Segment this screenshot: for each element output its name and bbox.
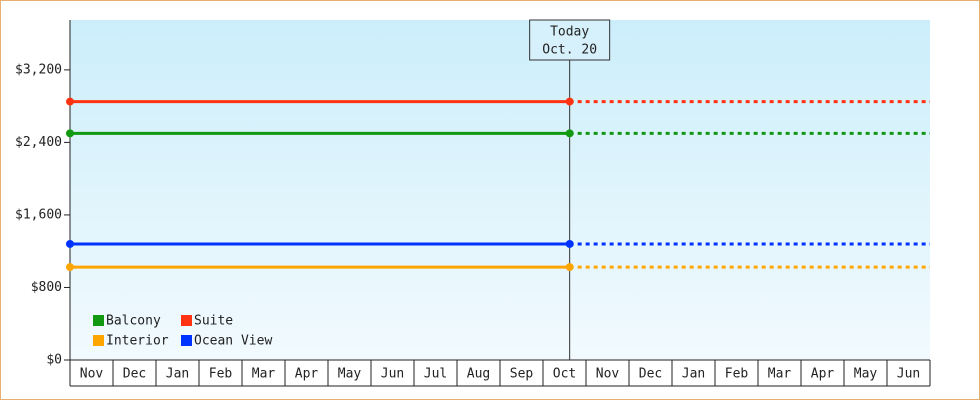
series-point: [66, 263, 74, 272]
x-tick-label: Aug: [467, 367, 490, 382]
y-tick-label: $800: [31, 280, 62, 295]
x-tick-label: Oct: [553, 367, 576, 382]
plot-area: [70, 20, 930, 360]
x-tick-label: Mar: [768, 367, 792, 382]
y-tick-label: $2,400: [15, 135, 62, 150]
series-point: [565, 97, 574, 106]
legend-swatch: [181, 335, 192, 346]
x-tick-label: Mar: [252, 367, 276, 382]
series-point: [565, 129, 574, 138]
x-tick-label: Jan: [682, 367, 705, 382]
x-tick-label: May: [854, 367, 878, 382]
legend-swatch: [181, 315, 192, 326]
today-title: Today: [550, 25, 589, 40]
x-tick-label: Apr: [811, 367, 835, 382]
legend-label: Suite: [194, 314, 233, 329]
legend-label: Ocean View: [194, 334, 272, 349]
today-box: [529, 19, 611, 61]
y-tick-label: $0: [46, 353, 62, 368]
x-tick-label: May: [338, 367, 362, 382]
series-point: [565, 239, 574, 248]
series-point: [66, 129, 74, 138]
x-tick-label: Jun: [897, 367, 920, 382]
x-tick-label: Apr: [295, 367, 319, 382]
legend-swatch: [93, 335, 104, 346]
x-tick-label: Sep: [510, 367, 534, 382]
x-tick-label: Dec: [123, 367, 146, 382]
x-tick-label: Feb: [209, 367, 233, 382]
legend-label: Balcony: [106, 314, 161, 329]
series-point: [565, 263, 574, 272]
y-tick-label: $3,200: [15, 62, 62, 77]
x-tick-label: Jan: [166, 367, 189, 382]
legend-label: Interior: [106, 334, 169, 349]
x-tick-label: Dec: [639, 367, 662, 382]
series-point: [66, 97, 74, 106]
series-point: [66, 239, 74, 248]
x-tick-label: Feb: [725, 367, 749, 382]
x-tick-label: Jul: [424, 367, 447, 382]
x-tick-label: Nov: [596, 367, 620, 382]
x-tick-label: Nov: [80, 367, 104, 382]
y-tick-label: $1,600: [15, 207, 62, 222]
legend-swatch: [93, 315, 104, 326]
today-date: Oct. 20: [542, 43, 597, 58]
x-tick-label: Jun: [381, 367, 404, 382]
